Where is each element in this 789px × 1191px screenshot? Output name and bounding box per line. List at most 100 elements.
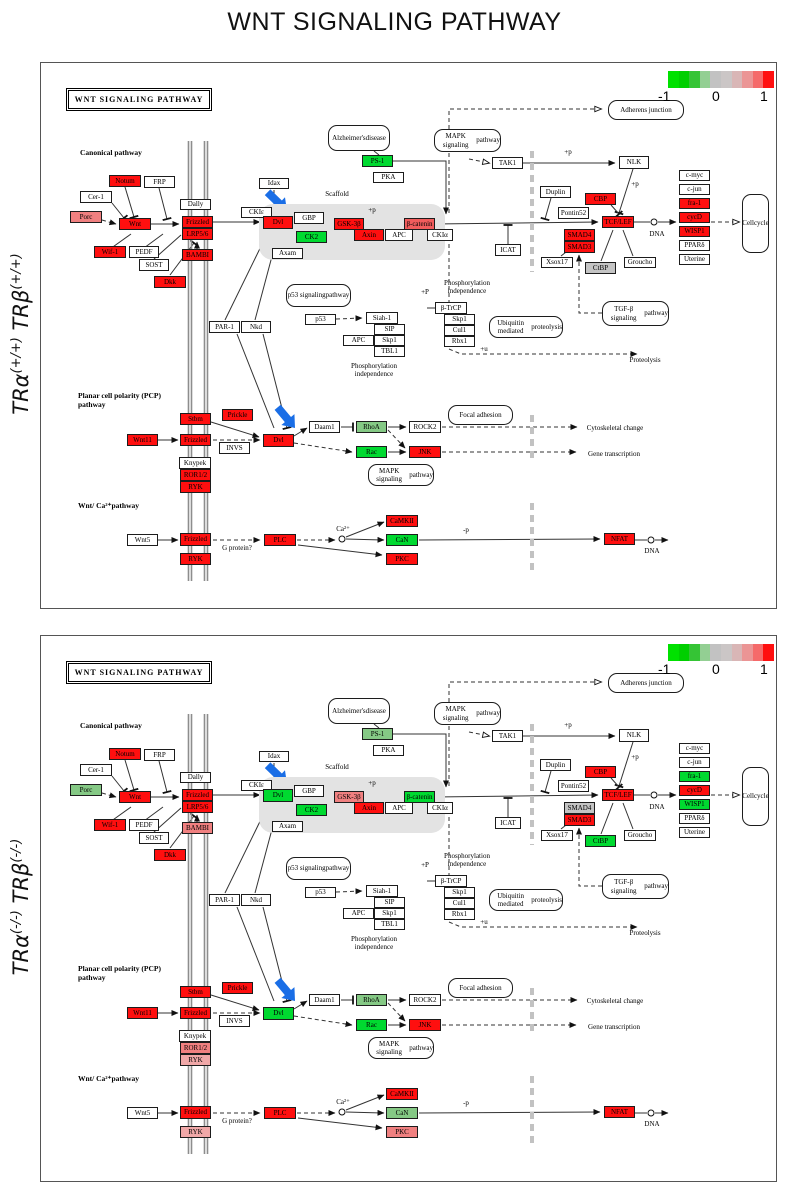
node-par-1: PAR-1	[209, 321, 240, 333]
node-dally: Dally	[180, 199, 211, 210]
annotation-9: Proteolysis	[629, 355, 661, 364]
color-scale-tick: 1	[760, 661, 768, 677]
color-scale-cell	[699, 71, 711, 88]
node-par-1: PAR-1	[209, 894, 240, 906]
node-wif-1: Wif-1	[94, 819, 126, 831]
highlight-arrow-dvl-pcp	[274, 404, 295, 428]
node-skp1-a: Skp1	[374, 335, 405, 346]
node-dvl-1: Dvl	[263, 789, 293, 802]
node-prickle: Prickle	[222, 982, 253, 994]
highlight-arrow-dvl-pcp	[274, 977, 295, 1001]
node-b-catenin: β-catenin	[404, 218, 435, 230]
node-knypek: Knypek	[179, 1030, 211, 1042]
color-scale-cell	[678, 71, 690, 88]
node-bambi: BAMBI	[182, 822, 213, 834]
annotation-4: DNA	[649, 229, 665, 238]
section-label-1: Planar cell polarity (PCP) pathway	[78, 391, 161, 409]
node-smad4: SMAD4	[564, 229, 595, 241]
color-scale-cell	[763, 71, 774, 88]
node-camkii: CaMKII	[386, 515, 418, 527]
color-scale-bar	[668, 644, 774, 661]
color-scale-bar	[668, 71, 774, 88]
node-prickle: Prickle	[222, 409, 253, 421]
annotation-1: +p	[368, 205, 376, 214]
ref-focal-adhesion: Focal adhesion	[448, 978, 513, 998]
node-dvl-2: Dvl	[263, 1007, 294, 1020]
ref-p53-pathway: p53 signaling pathway	[286, 857, 351, 880]
panel-wildtype: WNT SIGNALING PATHWAY Canonical pathway Pl…	[40, 62, 777, 609]
node-daam1: Daam1	[309, 994, 340, 1006]
node-rock2: ROCK2	[409, 994, 441, 1006]
node-frizzled-3: Frizzled	[180, 533, 211, 546]
node-notum: Notum	[109, 748, 141, 760]
color-scale-tick: 0	[712, 661, 720, 677]
node-cul1: Cul1	[444, 325, 475, 336]
node-stbm: Stbm	[180, 986, 211, 998]
ref-tgfb-pathway: TGF-β signaling pathway	[602, 874, 669, 899]
ref-mapk-pathway-1: MAPK signaling pathway	[434, 129, 501, 152]
color-scale-cell	[752, 71, 764, 88]
color-scale-cell	[668, 71, 679, 88]
annotation-14: -p	[463, 525, 469, 534]
color-scale-cell	[731, 71, 743, 88]
annotation-5: +P	[421, 287, 429, 296]
node-gsk-3b: GSK-3β	[334, 791, 364, 803]
node-daam1: Daam1	[309, 421, 340, 433]
node-cbp: CBP	[585, 193, 616, 205]
color-scale-cell	[699, 644, 711, 661]
node-ctbp: CtBP	[585, 835, 616, 847]
genotype-allele: (+/+)	[9, 337, 24, 374]
node-nkd: Nkd	[241, 894, 271, 906]
map-header-box: WNT SIGNALING PATHWAY	[66, 88, 212, 111]
annotation-12: G protein?	[222, 1116, 252, 1125]
ref-mapk-pathway-2: MAPK signaling pathway	[368, 464, 434, 486]
node-gbp: GBP	[294, 212, 324, 224]
node-notum: Notum	[109, 175, 141, 187]
ref-focal-adhesion: Focal adhesion	[448, 405, 513, 425]
node-axam: Axam	[272, 821, 303, 832]
node-dally: Dally	[180, 772, 211, 783]
node-ror12: ROR1/2	[180, 1042, 211, 1054]
node-bambi: BAMBI	[182, 249, 213, 261]
annotation-14: -p	[463, 1098, 469, 1107]
color-scale-cell	[689, 644, 700, 661]
node-fra-1: fra-1	[679, 198, 710, 209]
node-siah-1: Siah-1	[366, 312, 398, 324]
node-gsk-3b: GSK-3β	[334, 218, 364, 230]
node-icat: ICAT	[495, 817, 521, 829]
annotation-8: +u	[480, 344, 488, 353]
genotype-allele: (-/-)	[9, 910, 24, 935]
annotation-9: Proteolysis	[629, 928, 661, 937]
node-pontin52: Pontin52	[558, 780, 589, 792]
ref-p53-pathway: p53 signaling pathway	[286, 284, 351, 307]
node-smad4: SMAD4	[564, 802, 595, 814]
node-wnt: Wnt	[119, 791, 151, 803]
node-sip: SIP	[374, 897, 405, 908]
node-c-jun: c-jun	[679, 757, 710, 768]
node-ror12: ROR1/2	[180, 469, 211, 481]
node-axam: Axam	[272, 248, 303, 259]
annotation-5: +P	[421, 860, 429, 869]
pathway-edges	[101, 105, 741, 581]
node-ck2: CK2	[296, 804, 327, 816]
node-axin: Axin	[354, 229, 384, 241]
node-rock2: ROCK2	[409, 421, 441, 433]
node-frp: FRP	[144, 176, 175, 188]
node-c-jun: c-jun	[679, 184, 710, 195]
node-duplin: Duplin	[540, 759, 571, 771]
genotype-gene: TRβ	[9, 862, 33, 904]
node-p53: p53	[305, 314, 336, 325]
node-pedf: PEDF	[129, 819, 159, 831]
annotation-15: DNA	[644, 1119, 660, 1128]
node-dkk: Dkk	[154, 276, 186, 288]
node-wif-1: Wif-1	[94, 246, 126, 258]
node-ryk-1: RYK	[180, 1054, 211, 1066]
node-apc-1: APC	[385, 802, 413, 814]
node-frizzled-2: Frizzled	[180, 434, 211, 446]
color-scale-cell	[742, 644, 753, 661]
annotation-15: DNA	[644, 546, 660, 555]
node-invs: INVS	[219, 442, 250, 454]
node-skp1-b: Skp1	[444, 887, 475, 898]
node-lrp56: LRP5/6	[182, 228, 213, 240]
node-fra-1: fra-1	[679, 771, 710, 782]
